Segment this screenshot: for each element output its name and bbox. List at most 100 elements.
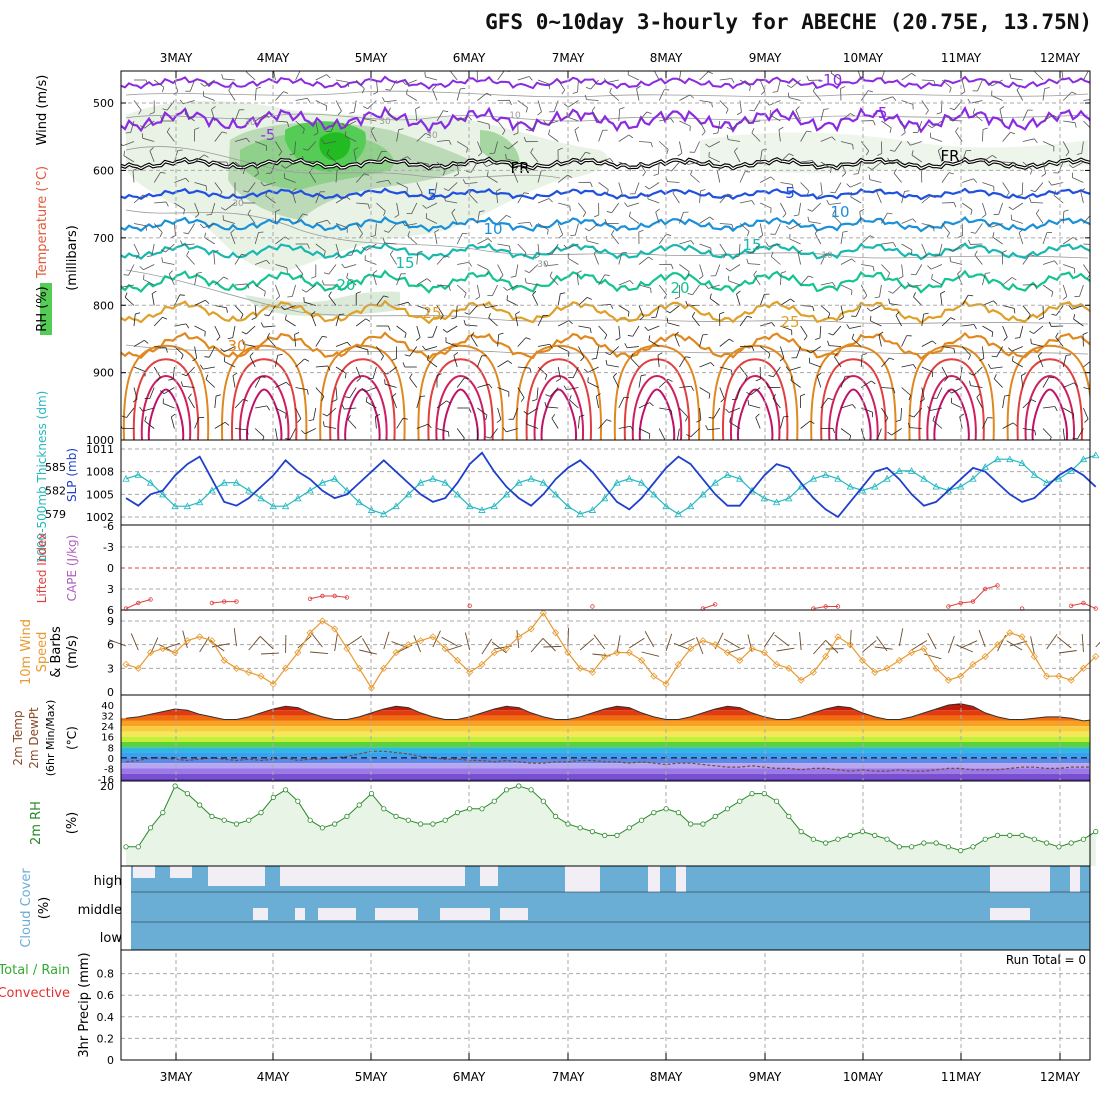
wind-barb — [396, 156, 408, 163]
wind-speed-marker — [969, 660, 977, 668]
wind-barb — [938, 243, 943, 256]
wind-barb — [491, 284, 498, 296]
wind-barb — [911, 154, 923, 163]
wind-barb — [574, 129, 579, 142]
wind-barb — [699, 264, 704, 277]
wind-barb — [214, 325, 221, 337]
wind-barb-flag — [361, 387, 366, 393]
wind-speed-marker — [159, 645, 167, 653]
wind-speed-marker — [502, 645, 511, 653]
wind-barb — [247, 213, 256, 224]
rh2m-marker — [454, 809, 461, 816]
wind-barb-flag — [280, 305, 285, 311]
rh2m-marker — [675, 809, 681, 816]
wind-barb — [578, 202, 587, 213]
wind-barb — [578, 152, 586, 163]
wind-barb — [449, 71, 458, 81]
wind-barb — [913, 407, 923, 418]
wind-barb — [667, 181, 680, 183]
wind-barb — [679, 264, 690, 272]
wind-barb — [355, 366, 361, 379]
wind-barb — [425, 346, 438, 351]
series-2m-dewpt — [125, 750, 1090, 772]
wind-barb-flag — [322, 335, 328, 338]
wind-barb-flag — [488, 313, 491, 319]
wind-barb-flag — [959, 413, 965, 418]
wind-barb-flag — [949, 87, 952, 93]
wind-barb-flag — [528, 76, 533, 81]
wind-barb-flag — [770, 251, 774, 257]
wind-barb — [335, 387, 338, 400]
wind-barb-flag — [226, 307, 228, 313]
wind-barb — [213, 252, 216, 265]
wind-barb-flag — [932, 340, 937, 345]
wind-barb-flag — [337, 110, 342, 116]
thickness-marker — [674, 510, 683, 517]
wind-barb-flag — [567, 174, 573, 179]
wind-speed-marker — [527, 625, 535, 633]
wind-barb-flag — [650, 142, 653, 148]
wind-barb — [982, 300, 994, 306]
y-tick-li: 6 — [107, 604, 114, 617]
wind-barb — [598, 158, 611, 163]
wind-barb-flag — [812, 86, 817, 92]
wind-barb — [436, 255, 446, 265]
wind-barb-flag — [698, 275, 704, 280]
wind-barb — [659, 118, 672, 122]
wind-barb — [876, 428, 882, 440]
wind-barb — [820, 136, 833, 142]
rh2m-marker — [786, 813, 792, 820]
wind-barb — [932, 420, 943, 429]
y-title-cape: CAPE (J/kg) — [65, 535, 79, 602]
rh-legend-swatch — [40, 283, 52, 335]
rh2m-marker — [123, 844, 129, 850]
wind-barb — [335, 196, 347, 204]
wind-barb-flag — [196, 271, 202, 274]
wind-barb-flag — [551, 414, 556, 419]
wind-barb-flag — [321, 396, 325, 402]
wind-barb — [1031, 343, 1044, 347]
wind-barb — [275, 120, 288, 123]
wind10m-barb — [543, 645, 562, 648]
isotherm-loop — [147, 388, 185, 440]
wind-barb — [861, 264, 874, 267]
y-tick-temp: -16 — [98, 775, 114, 786]
wind-speed-marker — [834, 633, 842, 641]
wind-barb-flag — [361, 247, 367, 251]
rh2m-marker — [896, 844, 902, 850]
wind-barb — [506, 299, 518, 306]
wind-barb — [977, 79, 983, 92]
thickness-marker — [723, 470, 732, 478]
wind-barb-flag — [462, 437, 465, 440]
wind-barb-flag — [901, 132, 906, 136]
wind-barb — [285, 319, 296, 327]
wind-barb — [1081, 141, 1084, 154]
wind-barb — [930, 137, 943, 142]
wind-barb-flag — [1051, 291, 1054, 297]
wind-barb-flag — [388, 107, 391, 113]
wind-barb — [346, 277, 357, 286]
wind-barb — [593, 253, 599, 265]
wind-barb-flag — [655, 208, 660, 213]
wind-barb-flag — [524, 277, 527, 283]
wind-barb-flag — [345, 196, 351, 200]
thickness-marker — [331, 474, 339, 482]
wind-barb-flag — [537, 111, 542, 116]
wind-barb-flag — [666, 317, 669, 323]
wind-barb-flag — [867, 90, 874, 93]
wind-barb-flag — [771, 322, 776, 327]
wind-barb-flag — [850, 113, 855, 117]
wind-barb-flag — [347, 414, 351, 420]
thickness-marker — [527, 474, 535, 482]
wind-barb-flag — [159, 390, 165, 394]
wind10m-barb — [763, 631, 775, 648]
wind-barb-flag — [933, 226, 935, 232]
wind-barb — [416, 133, 426, 142]
wind-speed-marker — [183, 637, 191, 645]
wind-barb — [1055, 336, 1064, 347]
rh2m-marker — [1056, 844, 1062, 850]
wind-barb — [315, 191, 321, 204]
wind-barb — [1042, 88, 1046, 101]
y-tick-temp: 8 — [108, 743, 114, 754]
wind-barb-flag — [388, 325, 391, 331]
